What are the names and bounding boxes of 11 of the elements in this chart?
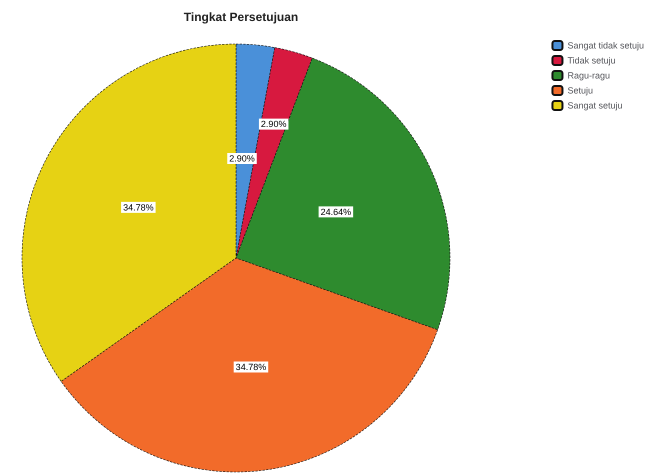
legend-label: Ragu-ragu <box>567 70 610 80</box>
legend-label: Sangat tidak setuju <box>567 40 644 50</box>
data-label: 24.64% <box>320 206 352 217</box>
legend-label: Tidak setuju <box>567 56 616 66</box>
data-label: 34.78% <box>123 202 154 212</box>
data-label: 34.78% <box>236 362 266 372</box>
data-label: 2.90% <box>229 153 255 164</box>
chart-title: Tingkat Persetujuan <box>184 10 298 24</box>
legend-label: Sangat setuju <box>567 100 622 110</box>
data-label: 2.90% <box>260 119 286 130</box>
legend-label: Setuju <box>567 86 593 96</box>
